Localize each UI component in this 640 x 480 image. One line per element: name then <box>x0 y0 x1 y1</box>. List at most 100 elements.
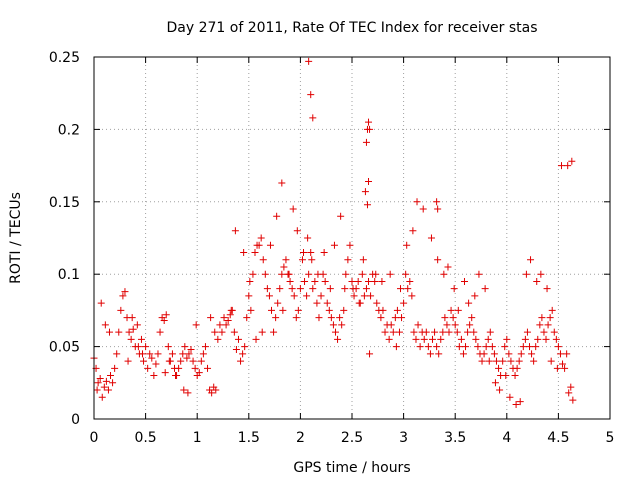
data-point <box>557 162 565 170</box>
data-point <box>484 335 492 343</box>
data-point <box>391 314 399 322</box>
data-point <box>410 328 418 336</box>
data-point <box>550 328 558 336</box>
data-point <box>98 393 106 401</box>
data-point <box>301 277 309 285</box>
data-point <box>344 256 352 264</box>
data-point <box>402 270 410 278</box>
data-point <box>420 335 428 343</box>
data-point <box>530 357 538 365</box>
data-point <box>331 328 339 336</box>
data-point <box>303 292 311 300</box>
data-point <box>330 241 338 249</box>
data-point <box>293 227 301 235</box>
data-point <box>134 343 142 351</box>
data-point <box>416 343 424 351</box>
data-point <box>207 314 215 322</box>
data-point <box>392 343 400 351</box>
data-point <box>563 350 571 358</box>
data-point <box>305 57 313 65</box>
data-point <box>568 157 576 165</box>
data-point <box>185 350 193 358</box>
data-point <box>100 383 108 391</box>
x-tick-label: 5 <box>606 430 615 446</box>
data-point <box>246 277 254 285</box>
data-point <box>519 343 527 351</box>
data-point <box>105 328 113 336</box>
data-point <box>139 350 147 358</box>
data-point <box>398 314 406 322</box>
data-point <box>325 306 333 314</box>
data-point <box>437 335 445 343</box>
data-point <box>179 350 187 358</box>
data-point <box>543 285 551 293</box>
data-point <box>486 328 494 336</box>
data-point <box>444 263 452 271</box>
data-point <box>249 270 257 278</box>
data-point <box>265 292 273 300</box>
data-point <box>94 379 102 387</box>
data-point <box>465 299 473 307</box>
data-point <box>329 321 337 329</box>
data-point <box>237 357 245 365</box>
data-point <box>282 256 290 264</box>
x-tick-label: 4 <box>502 430 511 446</box>
data-point <box>274 299 282 307</box>
data-point <box>419 205 427 213</box>
data-point <box>506 393 514 401</box>
data-point <box>537 270 545 278</box>
data-point <box>183 354 191 362</box>
data-point <box>443 321 451 329</box>
data-point <box>272 314 280 322</box>
data-point <box>289 205 297 213</box>
data-point <box>533 277 541 285</box>
data-point <box>336 314 344 322</box>
data-point <box>288 285 296 293</box>
data-point <box>475 270 483 278</box>
data-point <box>433 198 441 206</box>
data-point <box>516 398 524 406</box>
data-point <box>424 343 432 351</box>
data-point <box>226 311 234 319</box>
data-point <box>495 364 503 372</box>
data-point <box>378 277 386 285</box>
data-point <box>313 299 321 307</box>
y-tick-label: 0.2 <box>58 122 80 138</box>
x-tick-label: 0 <box>90 430 99 446</box>
data-point <box>360 292 368 300</box>
data-point <box>224 317 232 325</box>
data-point <box>327 314 335 322</box>
data-point <box>544 321 552 329</box>
data-point <box>385 335 393 343</box>
data-point <box>152 360 160 368</box>
data-point <box>216 321 224 329</box>
data-point <box>208 389 216 397</box>
data-point <box>472 335 480 343</box>
data-point <box>187 345 195 353</box>
y-tick-label: 0.05 <box>49 340 80 356</box>
data-point <box>515 357 523 365</box>
data-point <box>168 350 176 358</box>
data-point <box>311 277 319 285</box>
x-tick-label: 3 <box>399 430 408 446</box>
data-point <box>435 350 443 358</box>
data-point <box>441 314 449 322</box>
data-point <box>387 321 395 329</box>
data-point <box>361 188 369 196</box>
data-point <box>234 335 242 343</box>
data-point <box>222 321 230 329</box>
data-point <box>308 256 316 264</box>
data-point <box>315 314 323 322</box>
data-point <box>556 350 564 358</box>
data-point <box>117 306 125 314</box>
data-point <box>195 369 203 377</box>
data-point <box>146 350 154 358</box>
data-point <box>285 270 293 278</box>
data-point <box>517 350 525 358</box>
data-point <box>309 114 317 122</box>
data-point <box>372 270 380 278</box>
data-point <box>162 311 170 319</box>
data-point <box>427 234 435 242</box>
data-point <box>450 285 458 293</box>
data-point <box>492 357 500 365</box>
